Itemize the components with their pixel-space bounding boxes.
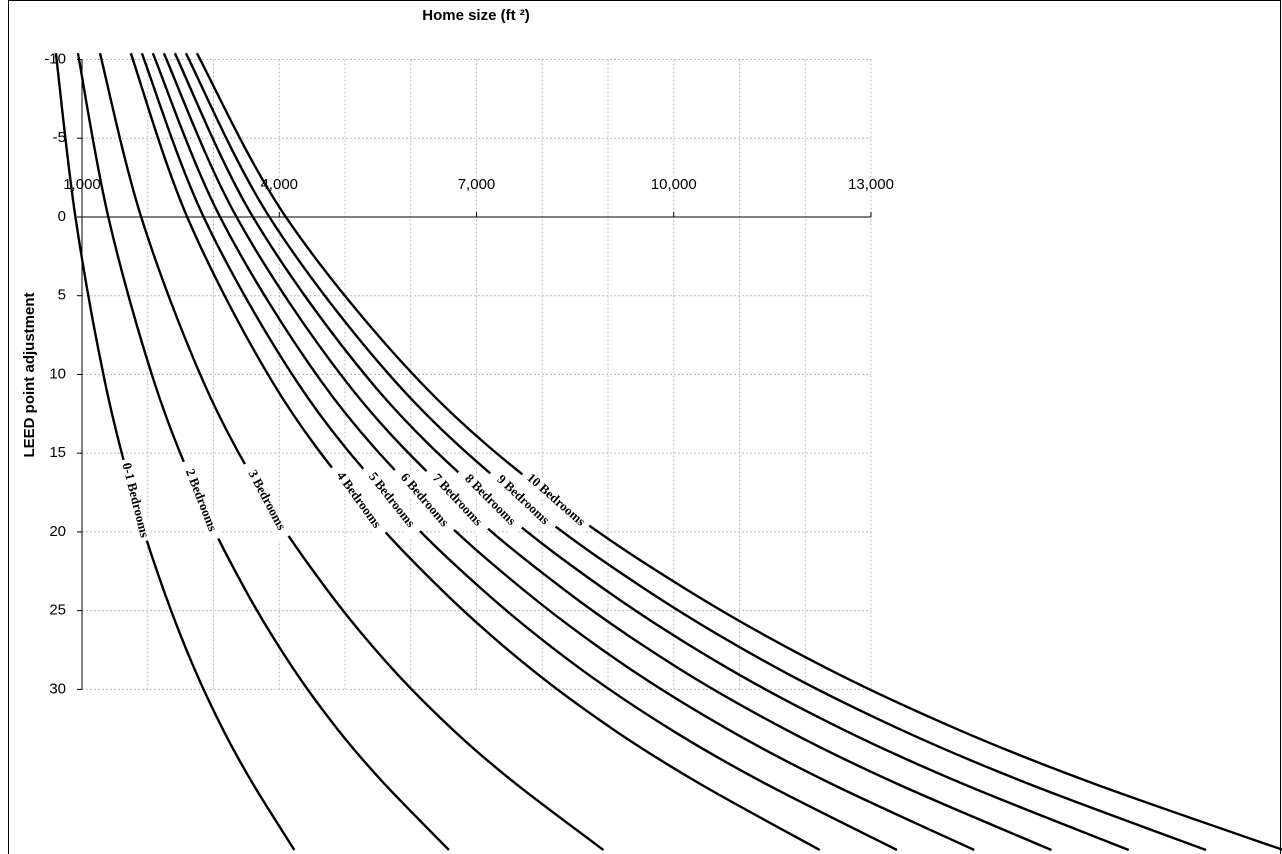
label-background	[518, 466, 593, 535]
y-tick-label: 5	[58, 287, 66, 304]
y-tick-label: -10	[44, 50, 66, 67]
y-axis-title: LEED point adjustment	[21, 292, 38, 457]
curve	[54, 53, 296, 851]
x-tick-label: 1,000	[63, 176, 101, 193]
label-background	[454, 465, 526, 536]
label-background	[239, 459, 293, 542]
curve	[195, 52, 1282, 851]
label-background	[116, 457, 153, 544]
label-background	[358, 462, 424, 539]
curve-label-group: 3 Bedrooms	[239, 459, 293, 542]
chart-frame	[8, 0, 1281, 854]
y-tick-label: 20	[49, 523, 66, 540]
y-tick-label: -5	[53, 129, 66, 146]
x-tick-label: 4,000	[260, 176, 298, 193]
curve	[129, 52, 821, 852]
x-tick-label: 7,000	[458, 176, 496, 193]
x-tick-label: 13,000	[848, 176, 894, 193]
x-axis-title: Home size (ft ²)	[422, 7, 530, 24]
label-background	[486, 465, 559, 535]
x-tick-label: 10,000	[651, 176, 697, 193]
label-background	[422, 464, 492, 537]
label-background	[327, 461, 390, 540]
curve	[173, 52, 1130, 852]
curve	[140, 52, 898, 852]
y-tick-label: 10	[49, 365, 66, 382]
curve-label: 3 Bedrooms	[245, 467, 289, 532]
y-tick-label: 25	[49, 602, 66, 619]
y-tick-label: 15	[49, 444, 66, 461]
curve	[76, 52, 450, 851]
label-background	[390, 463, 458, 538]
curve	[98, 52, 605, 851]
curve	[162, 52, 1052, 852]
curve	[151, 52, 975, 852]
curve	[184, 52, 1207, 852]
y-tick-label: 0	[58, 208, 66, 225]
y-tick-label: 30	[49, 680, 66, 697]
label-background	[177, 458, 224, 543]
curve-label-group: 2 Bedrooms	[177, 458, 224, 543]
